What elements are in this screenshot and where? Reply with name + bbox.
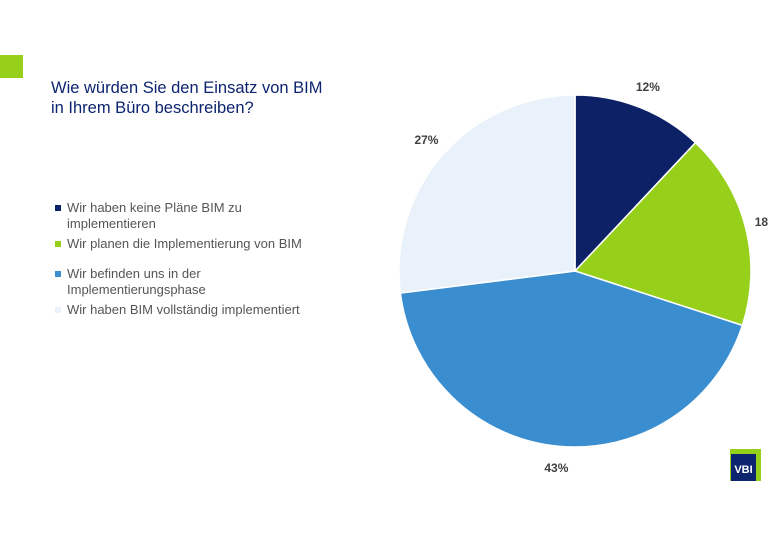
- logo-text: VBI: [731, 454, 756, 481]
- title-line-1: Wie würden Sie den Einsatz von BIM: [51, 79, 323, 97]
- pie-slice: [574, 94, 697, 273]
- data-label: 12%: [636, 80, 660, 94]
- legend-item: Wir haben BIM vollständig implementiert: [55, 302, 327, 318]
- legend-swatch: [55, 241, 61, 247]
- legend-label: Wir haben keine Pläne BIM zu implementie…: [67, 200, 242, 231]
- legend-item: Wir befinden uns in der Implementierungs…: [55, 266, 327, 298]
- legend-swatch: [55, 307, 61, 313]
- legend-swatch: [55, 271, 61, 277]
- chart-title: Wie würden Sie den Einsatz von BIM in Ih…: [51, 78, 351, 118]
- pie-slice: [573, 141, 752, 327]
- vbi-logo: VBI: [730, 449, 761, 481]
- pie-slice: [398, 94, 576, 294]
- legend-item: Wir planen die Implementierung von BIM: [55, 236, 327, 252]
- title-line-2: in Ihrem Büro beschreiben?: [51, 99, 254, 117]
- data-label: 43%: [544, 461, 568, 475]
- pie-slice: [399, 270, 744, 448]
- legend-swatch: [55, 205, 61, 211]
- legend-label: Wir haben BIM vollständig implementiert: [67, 302, 300, 317]
- legend-label: Wir planen die Implementierung von BIM: [67, 236, 302, 251]
- data-label: 18%: [755, 215, 768, 229]
- accent-square: [0, 55, 23, 78]
- legend-label: Wir befinden uns in der Implementierungs…: [67, 266, 206, 297]
- legend-item: Wir haben keine Pläne BIM zu implementie…: [55, 200, 327, 232]
- legend: Wir haben keine Pläne BIM zu implementie…: [55, 200, 327, 322]
- data-label: 27%: [414, 133, 438, 147]
